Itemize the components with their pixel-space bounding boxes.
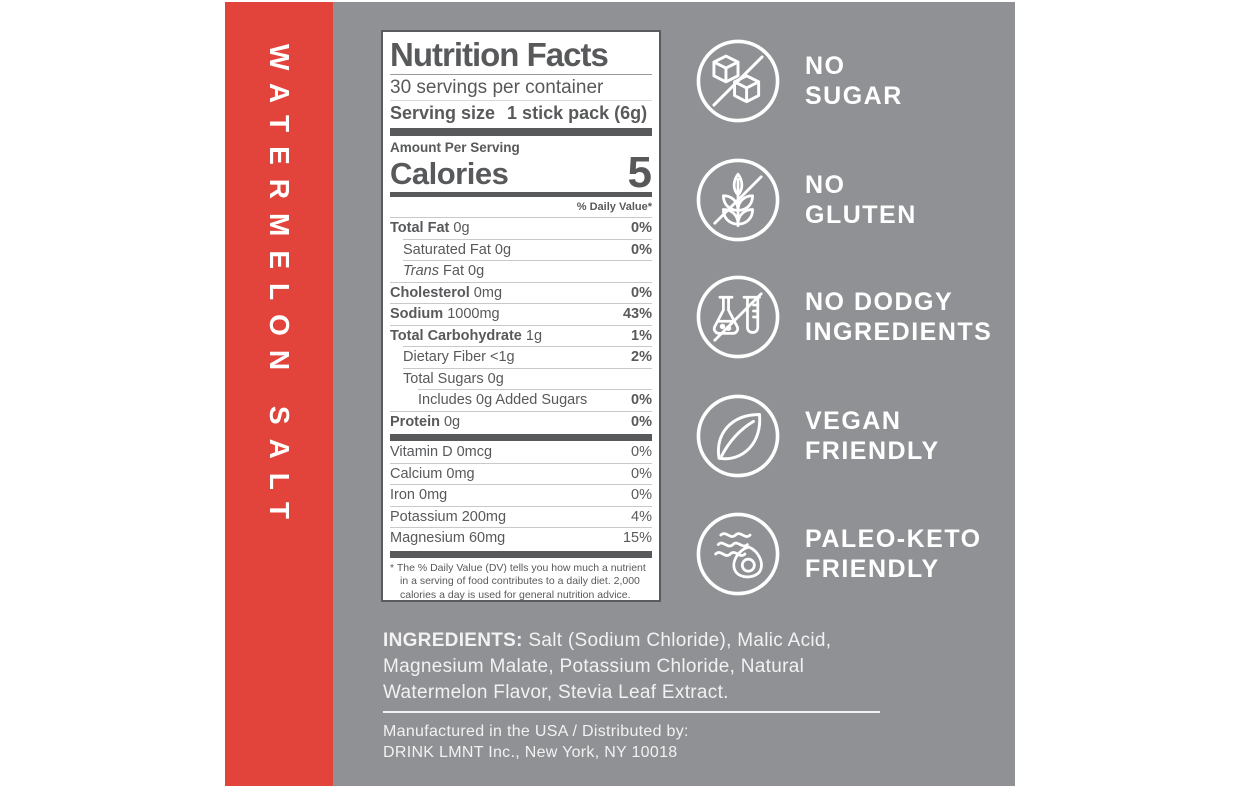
daily-value-percent: 1%: [631, 327, 652, 344]
claim-line: NO: [805, 171, 846, 199]
nutrient-row: Total Carbohydrate 1g 1%: [390, 324, 652, 347]
claim-no-sugar: NO SUGAR: [695, 37, 903, 125]
claim-line: PALEO-KETO: [805, 525, 982, 553]
nutrient-row: Includes 0g Added Sugars 0%: [418, 389, 652, 411]
claim-line: INGREDIENTS: [805, 318, 993, 346]
ingredients-list: Salt (Sodium Chloride), Malic Acid, Magn…: [383, 630, 832, 703]
daily-value-footnote: * The % Daily Value (DV) tells you how m…: [390, 561, 646, 601]
claim-label: VEGAN FRIENDLY: [805, 406, 940, 466]
serving-size-value: 1 stick pack (6g): [507, 103, 648, 123]
daily-value-percent: 0%: [631, 465, 652, 482]
flavor-name: WATERMELON SALT: [264, 44, 295, 533]
thick-divider: [390, 550, 652, 558]
manufactured-line1: Manufactured in the USA / Distributed by…: [383, 723, 689, 740]
nutrient-row: Iron 0mg 0%: [390, 484, 652, 506]
ingredients-label: INGREDIENTS:: [383, 630, 523, 651]
nutrition-facts-title: Nutrition Facts: [390, 37, 652, 75]
thick-divider: [390, 192, 652, 197]
claim-line: VEGAN: [805, 407, 902, 435]
daily-value-percent: 0%: [631, 284, 652, 301]
daily-value-percent: 0%: [631, 241, 652, 258]
nutrient-row: Magnesium 60mg 15%: [390, 527, 652, 549]
nutrient-row: Total Fat 0g 0%: [390, 217, 652, 239]
daily-value-header: % Daily Value*: [576, 201, 652, 213]
amount-per-serving-label: Amount Per Serving: [390, 140, 520, 155]
ingredients-text: INGREDIENTS: Salt (Sodium Chloride), Mal…: [383, 628, 845, 706]
nutrition-facts-label: Nutrition Facts 30 servings per containe…: [381, 30, 661, 602]
flavor-band: WATERMELON SALT: [225, 2, 333, 786]
paleo-keto-friendly-icon: [695, 511, 781, 597]
serving-size-label: Serving size: [390, 103, 496, 123]
calories-label: Calories: [390, 156, 509, 191]
daily-value-percent: 2%: [631, 349, 652, 365]
footer-divider: [383, 711, 880, 713]
daily-value-percent: 0%: [631, 392, 652, 408]
claim-vegan-friendly: VEGAN FRIENDLY: [695, 392, 940, 480]
vegan-friendly-icon: [695, 393, 781, 479]
no-dodgy-ingredients-icon: [695, 274, 781, 360]
daily-value-percent: 4%: [631, 508, 652, 525]
claim-line: NO: [805, 52, 846, 80]
info-panel: Nutrition Facts 30 servings per containe…: [333, 2, 1015, 786]
nutrient-row: Potassium 200mg 4%: [390, 505, 652, 528]
nutrient-row: Sodium 1000mg 43%: [390, 303, 652, 325]
claim-line: FRIENDLY: [805, 437, 940, 465]
thick-divider: [390, 434, 652, 441]
claim-line: FRIENDLY: [805, 555, 940, 583]
daily-value-percent: 0%: [631, 444, 652, 460]
claim-line: GLUTEN: [805, 201, 917, 229]
claim-line: NO DODGY: [805, 288, 954, 316]
nutrient-row: Vitamin D 0mcg 0%: [390, 442, 652, 463]
claim-label: PALEO-KETO FRIENDLY: [805, 524, 982, 584]
nutrient-row: Saturated Fat 0g 0%: [403, 238, 652, 261]
claim-label: NO SUGAR: [805, 51, 903, 111]
no-sugar-icon: [695, 38, 781, 124]
nutrient-row: Dietary Fiber <1g 2%: [403, 346, 652, 368]
nutrient-rows: Total Fat 0g 0% Saturated Fat 0g 0% Trans Fa…: [390, 217, 652, 432]
nutrient-row: Total Sugars 0g: [403, 367, 652, 390]
claim-no-dodgy-ingredients: NO DODGY INGREDIENTS: [695, 273, 992, 361]
manufactured-text: Manufactured in the USA / Distributed by…: [383, 721, 689, 763]
nutrient-row: Protein 0g 0%: [390, 410, 652, 433]
thick-divider: [390, 128, 652, 136]
daily-value-percent: 15%: [622, 530, 652, 546]
manufactured-line2: DRINK LMNT Inc., New York, NY 10018: [383, 744, 678, 761]
claim-no-gluten: NO GLUTEN: [695, 156, 917, 244]
no-gluten-icon: [695, 157, 781, 243]
calories-value: 5: [627, 148, 652, 197]
nutrient-row: Trans Fat 0g: [403, 260, 652, 282]
micronutrient-rows: Vitamin D 0mcg 0% Calcium 0mg 0% Iron 0mg 0% P…: [390, 442, 652, 549]
daily-value-percent: 0%: [631, 413, 652, 430]
daily-value-percent: 0%: [631, 220, 652, 236]
calories-row: Calories 5: [390, 148, 652, 197]
claim-paleo-keto-friendly: PALEO-KETO FRIENDLY: [695, 510, 982, 598]
claim-line: SUGAR: [805, 82, 903, 110]
nutrient-row: Cholesterol 0mg 0%: [390, 281, 652, 304]
servings-per-container: 30 servings per container: [390, 75, 652, 101]
daily-value-percent: 0%: [631, 487, 652, 503]
claim-label: NO DODGY INGREDIENTS: [805, 287, 992, 347]
serving-size-row: Serving size 1 stick pack (6g): [390, 101, 652, 126]
daily-value-percent: 43%: [622, 306, 652, 322]
nutrient-row: Calcium 0mg 0%: [390, 462, 652, 485]
claim-label: NO GLUTEN: [805, 170, 917, 230]
